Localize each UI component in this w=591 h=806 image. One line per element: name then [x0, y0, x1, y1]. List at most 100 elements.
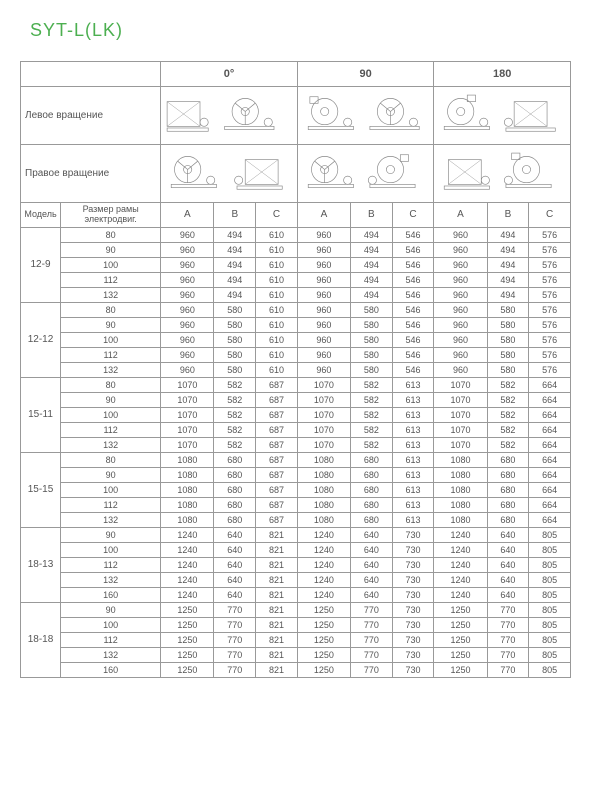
value-cell: 576: [529, 242, 571, 257]
value-cell: 613: [392, 482, 434, 497]
value-cell: 576: [529, 272, 571, 287]
value-cell: 1080: [297, 482, 350, 497]
value-cell: 960: [297, 227, 350, 242]
value-cell: 546: [392, 332, 434, 347]
value-cell: 1250: [297, 617, 350, 632]
value-cell: 610: [256, 332, 298, 347]
value-cell: 1070: [161, 392, 214, 407]
value-cell: 1250: [434, 632, 487, 647]
value-cell: 770: [214, 662, 256, 677]
frame-cell: 90: [61, 242, 161, 257]
value-cell: 582: [351, 392, 393, 407]
value-cell: 960: [434, 287, 487, 302]
value-cell: 687: [256, 512, 298, 527]
col-a: A: [161, 203, 214, 228]
value-cell: 821: [256, 647, 298, 662]
value-cell: 1070: [161, 422, 214, 437]
value-cell: 640: [214, 527, 256, 542]
value-cell: 770: [487, 647, 529, 662]
value-cell: 770: [487, 602, 529, 617]
value-cell: 613: [392, 512, 434, 527]
value-cell: 1080: [161, 452, 214, 467]
col-b: B: [487, 203, 529, 228]
value-cell: 1250: [434, 617, 487, 632]
value-cell: 1070: [297, 407, 350, 422]
value-cell: 640: [351, 527, 393, 542]
table-row: 160125077082112507707301250770805: [21, 662, 571, 677]
value-cell: 960: [161, 332, 214, 347]
frame-cell: 112: [61, 497, 161, 512]
value-cell: 680: [487, 512, 529, 527]
value-cell: 1250: [161, 602, 214, 617]
value-cell: 960: [161, 257, 214, 272]
table-row: 100108068068710806806131080680664: [21, 482, 571, 497]
frame-cell: 132: [61, 512, 161, 527]
value-cell: 730: [392, 542, 434, 557]
diagram-left-0: [161, 87, 298, 145]
value-cell: 580: [487, 332, 529, 347]
value-cell: 1070: [434, 407, 487, 422]
value-cell: 770: [351, 662, 393, 677]
value-cell: 610: [256, 347, 298, 362]
value-cell: 1240: [434, 572, 487, 587]
model-cell: 15-11: [21, 377, 61, 452]
value-cell: 580: [487, 362, 529, 377]
value-cell: 494: [487, 287, 529, 302]
value-cell: 1070: [434, 422, 487, 437]
value-cell: 1240: [434, 527, 487, 542]
value-cell: 640: [487, 542, 529, 557]
value-cell: 582: [487, 377, 529, 392]
value-cell: 640: [214, 572, 256, 587]
value-cell: 640: [487, 527, 529, 542]
value-cell: 1080: [161, 482, 214, 497]
value-cell: 1250: [297, 647, 350, 662]
value-cell: 805: [529, 647, 571, 662]
value-cell: 770: [351, 647, 393, 662]
value-cell: 580: [214, 362, 256, 377]
value-cell: 1070: [434, 392, 487, 407]
value-cell: 1240: [297, 557, 350, 572]
value-cell: 821: [256, 632, 298, 647]
value-cell: 960: [297, 362, 350, 377]
value-cell: 821: [256, 662, 298, 677]
value-cell: 1240: [434, 587, 487, 602]
value-cell: 580: [214, 332, 256, 347]
value-cell: 1080: [297, 512, 350, 527]
value-cell: 640: [351, 572, 393, 587]
diagram-right-180: [434, 145, 571, 203]
value-cell: 770: [487, 632, 529, 647]
value-cell: 680: [487, 482, 529, 497]
value-cell: 494: [214, 227, 256, 242]
frame-cell: 90: [61, 602, 161, 617]
value-cell: 640: [214, 587, 256, 602]
value-cell: 960: [297, 317, 350, 332]
value-cell: 1070: [297, 437, 350, 452]
value-cell: 582: [351, 437, 393, 452]
value-cell: 730: [392, 527, 434, 542]
model-cell: 15-15: [21, 452, 61, 527]
value-cell: 1080: [297, 467, 350, 482]
frame-cell: 80: [61, 302, 161, 317]
value-cell: 1240: [297, 527, 350, 542]
value-cell: 821: [256, 617, 298, 632]
value-cell: 770: [351, 602, 393, 617]
table-row: 18-1390124064082112406407301240640805: [21, 527, 571, 542]
value-cell: 580: [214, 347, 256, 362]
model-cell: 18-18: [21, 602, 61, 677]
value-cell: 770: [214, 617, 256, 632]
value-cell: 494: [351, 242, 393, 257]
value-cell: 960: [434, 272, 487, 287]
value-cell: 1080: [297, 497, 350, 512]
value-cell: 960: [161, 227, 214, 242]
diagram-right-0: [161, 145, 298, 203]
frame-cell: 80: [61, 452, 161, 467]
value-cell: 687: [256, 482, 298, 497]
value-cell: 680: [351, 497, 393, 512]
value-cell: 680: [487, 452, 529, 467]
value-cell: 1070: [434, 377, 487, 392]
value-cell: 664: [529, 452, 571, 467]
table-row: 132107058268710705826131070582664: [21, 437, 571, 452]
value-cell: 1070: [161, 437, 214, 452]
value-cell: 580: [351, 302, 393, 317]
table-row: 112108068068710806806131080680664: [21, 497, 571, 512]
